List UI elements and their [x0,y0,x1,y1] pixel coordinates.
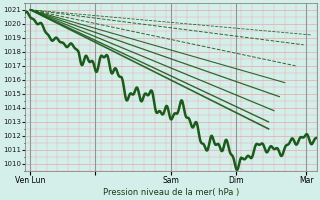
X-axis label: Pression niveau de la mer( hPa ): Pression niveau de la mer( hPa ) [103,188,239,197]
